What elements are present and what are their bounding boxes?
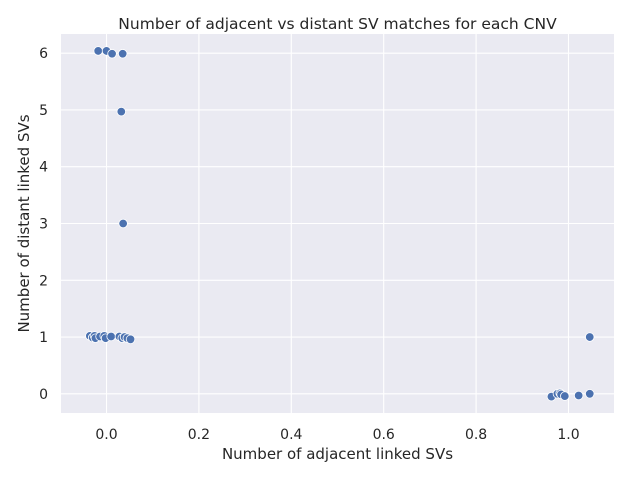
y-axis-label: Number of distant linked SVs bbox=[15, 114, 33, 332]
scatter-point bbox=[106, 331, 116, 342]
y-tick-label: 5 bbox=[39, 103, 48, 119]
x-tick-label: 0.8 bbox=[465, 427, 487, 443]
x-tick-label: 1.0 bbox=[557, 427, 579, 443]
scatter-point bbox=[93, 46, 103, 56]
data-points bbox=[85, 46, 595, 402]
scatter-point bbox=[118, 218, 128, 229]
scatter-point bbox=[585, 332, 595, 342]
y-tick-label: 2 bbox=[39, 273, 48, 289]
y-tick-labels: 0 1 2 3 4 5 6 bbox=[39, 46, 48, 403]
scatter-point bbox=[573, 390, 584, 401]
y-tick-label: 4 bbox=[39, 160, 48, 176]
x-tick-label: 0.2 bbox=[188, 427, 210, 443]
x-axis-label: Number of adjacent linked SVs bbox=[222, 445, 453, 463]
chart-title: Number of adjacent vs distant SV matches… bbox=[118, 15, 557, 33]
scatter-point bbox=[560, 391, 570, 401]
x-tick-label: 0.6 bbox=[373, 427, 395, 443]
x-tick-label: 0.0 bbox=[95, 427, 117, 443]
y-tick-label: 3 bbox=[39, 217, 48, 233]
scatter-point bbox=[107, 49, 117, 59]
scatter-point bbox=[585, 389, 595, 399]
x-tick-label: 0.4 bbox=[280, 427, 302, 443]
grid bbox=[61, 34, 614, 413]
scatter-point bbox=[116, 106, 126, 117]
scatter-point bbox=[117, 49, 128, 59]
y-tick-label: 0 bbox=[39, 387, 48, 403]
y-tick-label: 6 bbox=[39, 46, 48, 62]
x-tick-labels: 0.0 0.2 0.4 0.6 0.8 1.0 bbox=[95, 427, 579, 443]
y-tick-label: 1 bbox=[39, 330, 48, 346]
scatter-point bbox=[125, 334, 136, 345]
